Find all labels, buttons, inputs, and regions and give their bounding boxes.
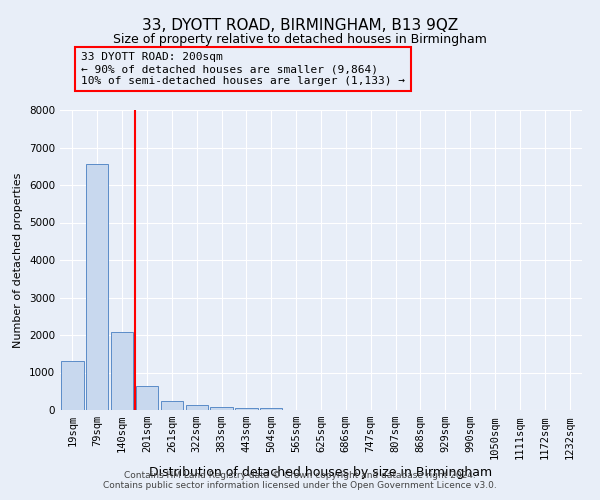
Bar xyxy=(61,361,83,410)
Text: 33, DYOTT ROAD, BIRMINGHAM, B13 9QZ: 33, DYOTT ROAD, BIRMINGHAM, B13 9QZ xyxy=(142,18,458,32)
Text: Contains HM Land Registry data © Crown copyright and database right 2024.
Contai: Contains HM Land Registry data © Crown c… xyxy=(103,470,497,490)
Bar xyxy=(235,408,257,410)
Bar xyxy=(86,164,109,410)
X-axis label: Distribution of detached houses by size in Birmingham: Distribution of detached houses by size … xyxy=(149,466,493,478)
Text: 33 DYOTT ROAD: 200sqm
← 90% of detached houses are smaller (9,864)
10% of semi-d: 33 DYOTT ROAD: 200sqm ← 90% of detached … xyxy=(81,52,405,86)
Bar xyxy=(111,332,133,410)
Bar xyxy=(260,408,283,410)
Bar xyxy=(211,406,233,410)
Bar xyxy=(185,405,208,410)
Text: Size of property relative to detached houses in Birmingham: Size of property relative to detached ho… xyxy=(113,32,487,46)
Y-axis label: Number of detached properties: Number of detached properties xyxy=(13,172,23,348)
Bar xyxy=(161,400,183,410)
Bar xyxy=(136,386,158,410)
